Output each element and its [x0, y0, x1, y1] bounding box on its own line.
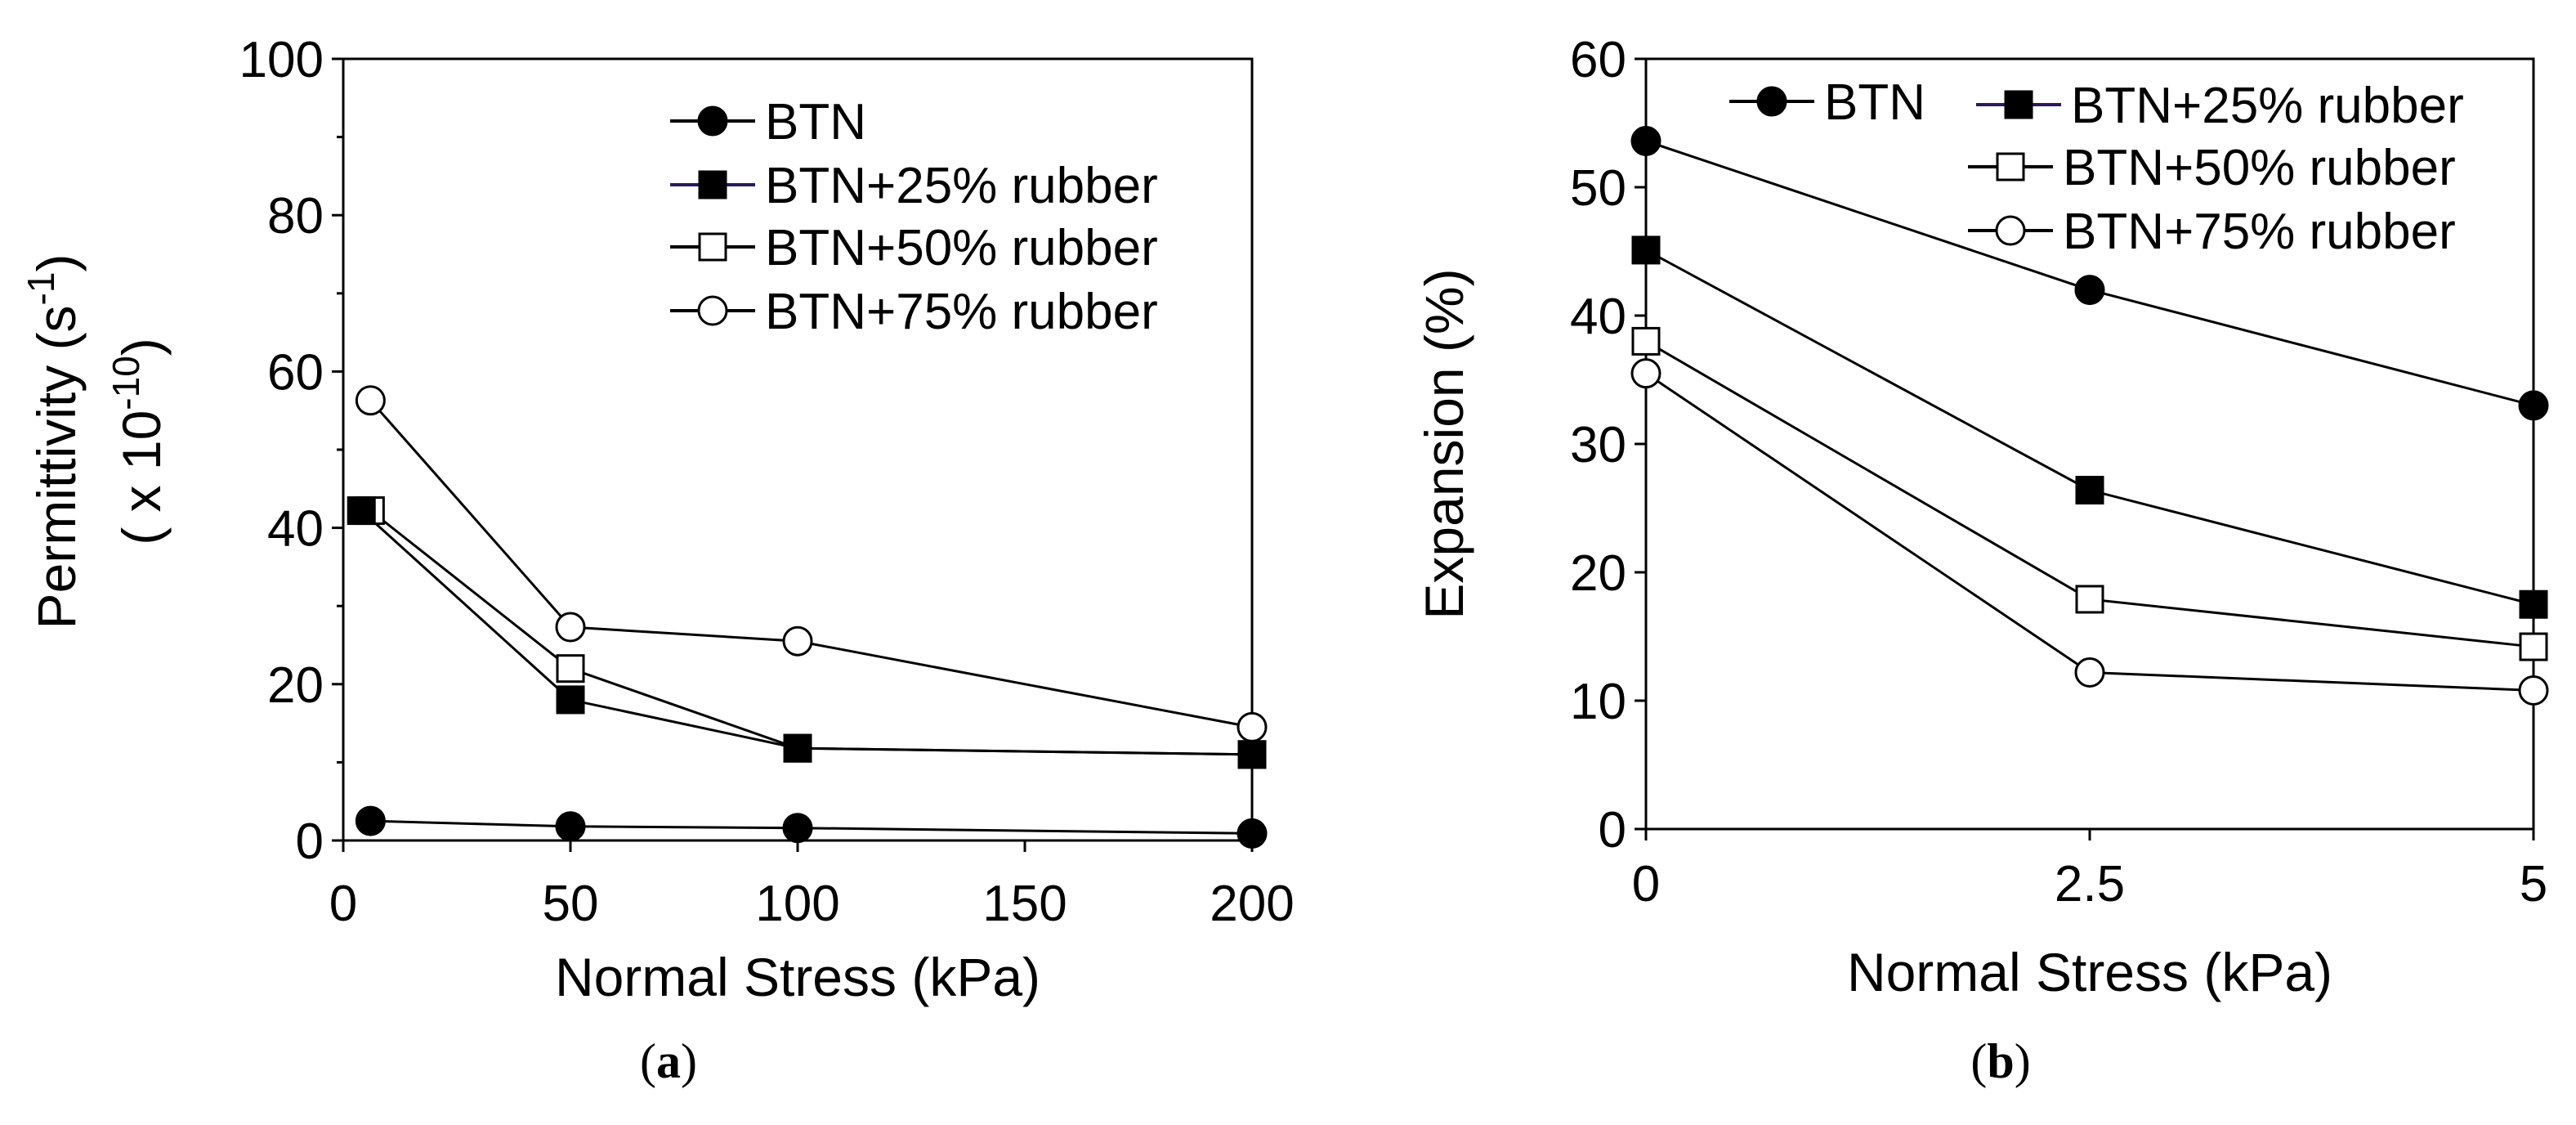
x-axis-label: Normal Stress (kPa) [555, 947, 1040, 1007]
legend-label-2: BTN+50% rubber [2063, 140, 2456, 196]
data-point-s2-p1 [2075, 585, 2104, 614]
data-point-s2-p2 [2519, 632, 2548, 661]
data-point-s3-p3 [1237, 711, 1268, 742]
legend-marker-2 [698, 232, 727, 262]
y-tick-label: 40 [1570, 289, 1626, 345]
x-axis-label: Normal Stress (kPa) [1847, 942, 2332, 1002]
legend-label-2: BTN+50% rubber [765, 220, 1158, 276]
data-point-s0-p1 [2074, 275, 2105, 306]
data-point-s3-p1 [555, 612, 586, 643]
x-tick-label: 0 [329, 876, 357, 932]
legend-marker-0 [1756, 86, 1787, 117]
data-point-s3-p0 [1630, 358, 1661, 389]
data-point-s0-p0 [355, 805, 386, 836]
x-tick-label: 100 [755, 876, 839, 932]
legend-marker-2 [1996, 152, 2025, 182]
y-tick-label: 0 [296, 813, 324, 870]
chart-a: 0 20 40 60 80 100 0 50 100 150 200 Normal Stress (k… [20, 32, 1295, 1007]
series-line-2 [369, 509, 1253, 756]
y-tick-label: 60 [1570, 32, 1626, 88]
data-point-s0-p3 [1237, 818, 1268, 849]
legend-label-0: BTN [765, 94, 866, 150]
legend-label-3: BTN+75% rubber [2063, 204, 2456, 260]
legend-label-1: BTN+25% rubber [2071, 78, 2464, 134]
data-point-s2-p1 [556, 654, 585, 684]
y-axis-label: Expansion (%) [1414, 268, 1474, 619]
x-tick-label: 150 [982, 876, 1067, 932]
x-tick-label: 200 [1210, 876, 1294, 932]
legend-label-0: BTN [1824, 74, 1925, 131]
data-point-s1-p3 [1237, 740, 1267, 769]
y-tick-label: 20 [267, 657, 324, 714]
x-tick-label: 2.5 [2055, 856, 2125, 912]
legend-marker-1 [698, 170, 727, 199]
chart-b: 0 10 20 30 40 50 60 0 2.5 5 Normal Stress (kPa) Exp… [1414, 32, 2549, 1002]
legend-label-1: BTN+25% rubber [765, 158, 1158, 214]
y-tick-label: 80 [267, 188, 324, 244]
data-point-s1-p1 [556, 685, 585, 715]
y-tick-label: 20 [1570, 545, 1626, 602]
y-tick-label: 30 [1570, 417, 1626, 473]
data-point-s1-p1 [2075, 476, 2104, 505]
legend-marker-1 [2004, 90, 2033, 119]
legend-marker-3 [1995, 215, 2026, 246]
legend-marker-0 [697, 105, 728, 137]
y-tick-label: 60 [267, 344, 324, 401]
series-line-3 [1645, 372, 2534, 692]
y-tick-label: 50 [1570, 160, 1626, 217]
x-tick-label: 5 [2520, 856, 2547, 912]
x-tick-label: 0 [1632, 856, 1660, 912]
data-point-s1-p0 [1631, 235, 1661, 265]
data-point-s3-p2 [2518, 675, 2549, 706]
y-tick-label: 40 [267, 501, 324, 558]
data-point-s3-p0 [355, 385, 386, 416]
data-point-s1-p2 [2519, 589, 2548, 619]
data-point-s3-p1 [2074, 657, 2105, 688]
data-point-s1-p2 [783, 733, 812, 763]
panel-label-b: (b) [1970, 1034, 2030, 1088]
y-axis-label-line1: Permittivity (s-1) [20, 254, 87, 630]
series-line-0 [370, 819, 1253, 835]
panel-label-a: (a) [640, 1034, 697, 1088]
x-tick-label: 50 [543, 876, 599, 932]
y-tick-label: 10 [1570, 674, 1626, 730]
data-point-s0-p1 [555, 811, 586, 842]
data-point-s0-p0 [1630, 125, 1661, 156]
series-line-3 [369, 399, 1253, 728]
data-point-s2-p0 [1631, 326, 1661, 356]
y-tick-label: 0 [1599, 802, 1626, 858]
data-point-s0-p2 [2518, 390, 2549, 421]
y-axis-label-line2: ( x 10-10) [105, 338, 172, 545]
legend-label-3: BTN+75% rubber [765, 284, 1158, 340]
legend-marker-3 [697, 295, 728, 326]
data-point-s1-p0 [347, 496, 376, 526]
data-point-s0-p2 [782, 813, 813, 844]
y-tick-label: 100 [239, 32, 324, 88]
data-point-s3-p2 [782, 625, 813, 657]
